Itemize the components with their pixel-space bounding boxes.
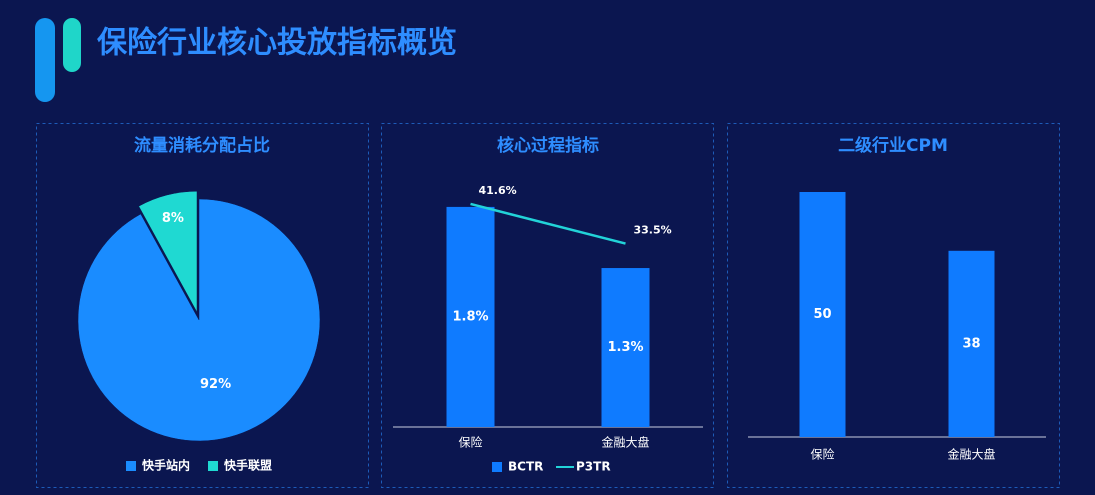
legend-swatch xyxy=(208,461,218,471)
legend-label: BCTR xyxy=(508,460,543,474)
chart-title: 流量消耗分配占比 xyxy=(134,135,270,156)
legend-swatch xyxy=(492,462,502,472)
bar xyxy=(601,268,650,427)
line-value-label: 33.5% xyxy=(634,224,672,237)
x-tick-label: 保险 xyxy=(458,435,482,450)
bar xyxy=(446,206,495,427)
slice-label: 92% xyxy=(200,377,231,392)
line xyxy=(470,202,626,245)
bar xyxy=(948,250,995,437)
legend-swatch xyxy=(126,461,136,471)
title-decoration xyxy=(63,18,81,72)
bar xyxy=(799,192,846,437)
chart-title: 核心过程指标 xyxy=(497,135,599,156)
page-title: 保险行业核心投放指标概览 xyxy=(97,26,457,61)
line-value-label: 41.6% xyxy=(479,184,517,197)
bar-value-label: 1.8% xyxy=(452,309,488,324)
x-tick-label: 保险 xyxy=(810,447,834,462)
bar-value-label: 38 xyxy=(962,336,980,351)
legend-label: 快手联盟 xyxy=(224,458,272,473)
slice-label: 8% xyxy=(162,211,184,226)
bar-value-label: 1.3% xyxy=(607,340,643,355)
pie-slice xyxy=(77,198,321,442)
legend-label: 快手站内 xyxy=(142,458,190,473)
legend-label: P3TR xyxy=(576,460,611,474)
x-tick-label: 金融大盘 xyxy=(947,447,995,462)
title-decoration xyxy=(35,18,55,102)
pie-slice xyxy=(138,191,198,313)
x-tick-label: 金融大盘 xyxy=(601,435,649,450)
chart-title: 二级行业CPM xyxy=(838,135,948,156)
bar-value-label: 50 xyxy=(813,307,831,322)
